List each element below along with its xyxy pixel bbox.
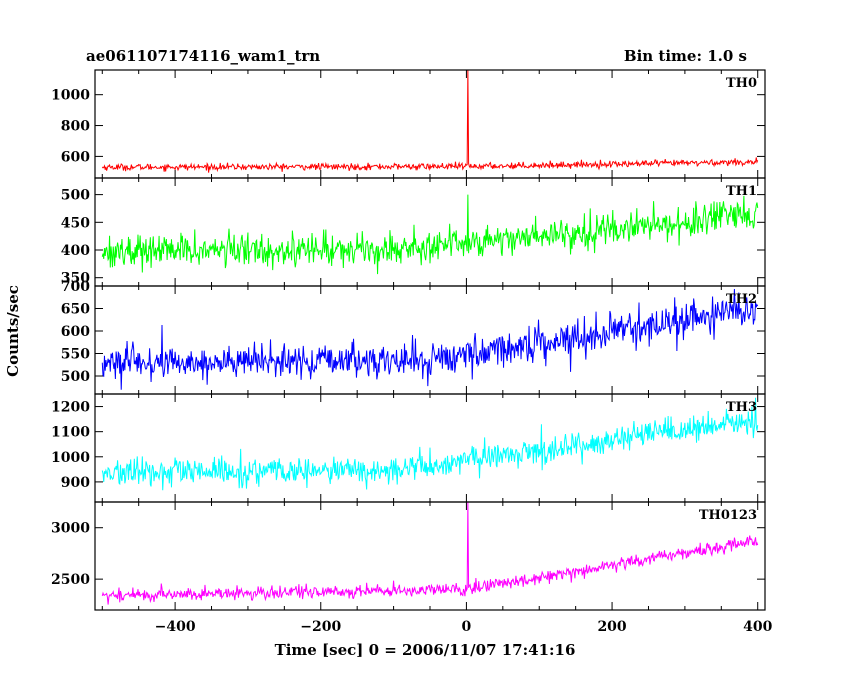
y-tick-label: 1000: [51, 450, 90, 466]
y-tick-label: 350: [61, 271, 90, 287]
y-tick-label: 550: [61, 347, 90, 363]
y-tick-label: 1000: [51, 88, 90, 104]
panel-label-th3: TH3: [726, 400, 757, 415]
y-tick-label: 450: [61, 215, 90, 231]
y-tick-label: 1100: [51, 425, 90, 441]
chart-title-left: ae061107174116_wam1_trn: [86, 47, 320, 65]
y-tick-label: 800: [61, 119, 90, 135]
x-tick-label: −400: [155, 619, 196, 635]
panel-th2: 500 550 600 650 700 TH2: [61, 279, 766, 395]
x-axis-label: Time [sec] 0 = 2006/11/07 17:41:16: [275, 641, 576, 659]
panel-frame: [94, 285, 766, 395]
y-tick-label: 900: [61, 475, 90, 491]
y-tick-label: 400: [61, 243, 90, 259]
series-line-th3: [101, 397, 759, 491]
x-tick-label: 0: [462, 619, 472, 635]
panel-th0123: 2500 3000 TH0123 −400 −200 0 200 400: [51, 501, 773, 635]
series-line-th0: [101, 70, 759, 173]
series-line-th1: [101, 194, 759, 275]
panel-label-th2: TH2: [726, 292, 757, 307]
x-tick-label: 200: [597, 619, 626, 635]
y-tick-label: 700: [61, 279, 90, 295]
panel-th1: 350 400 450 500 TH1: [61, 177, 766, 287]
panel-frame: [94, 177, 766, 287]
panels-group: 600 800 1000 TH0 350 400 450 500 TH1 500 550 600 650…: [51, 69, 773, 635]
y-tick-label: 650: [61, 302, 90, 318]
panel-th3: 900 1000 1100 1200 TH3: [51, 393, 766, 503]
y-tick-label: 500: [61, 369, 90, 385]
series-line-th0123: [101, 502, 759, 605]
panel-label-th1: TH1: [726, 184, 757, 199]
x-tick-label: −200: [300, 619, 341, 635]
y-tick-label: 600: [61, 149, 90, 165]
y-axis-label: Counts/sec: [4, 285, 22, 377]
panel-label-th0: TH0: [726, 76, 757, 91]
x-tick-label: 400: [743, 619, 772, 635]
panel-th0: 600 800 1000 TH0: [51, 69, 766, 179]
y-tick-label: 3000: [51, 521, 90, 537]
chart-title-right: Bin time: 1.0 s: [624, 47, 747, 65]
y-tick-label: 500: [61, 188, 90, 204]
panel-label-th0123: TH0123: [699, 508, 757, 523]
y-tick-label: 2500: [51, 572, 90, 588]
y-tick-label: 600: [61, 324, 90, 340]
series-line-th2: [101, 288, 759, 390]
y-tick-label: 1200: [51, 400, 90, 416]
